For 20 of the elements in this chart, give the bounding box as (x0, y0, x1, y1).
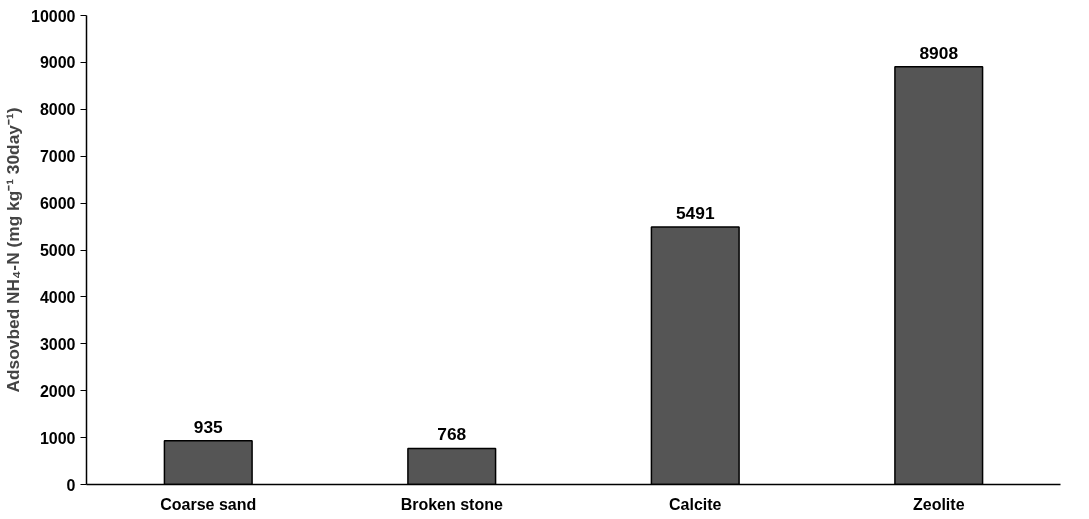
y-tick-label: 10000 (31, 7, 76, 25)
y-tick-label: 5000 (39, 242, 76, 259)
data-label: 768 (437, 424, 467, 445)
x-tick-label: Broken stone (400, 495, 503, 513)
x-tick-label: Calcite (669, 495, 722, 513)
x-tick-label: Coarse sand (160, 495, 257, 513)
y-tick-label: 1000 (39, 429, 76, 447)
y-tick-label: 3000 (39, 335, 76, 353)
y-tick-label: 2000 (39, 382, 76, 400)
y-axis-title: Adsovbed NH₄-N (mg kg⁻¹ 30day⁻¹) (3, 107, 24, 393)
y-tick-label: 4000 (39, 288, 76, 306)
y-tick-label: 6000 (39, 195, 76, 213)
data-label: 5491 (675, 202, 715, 223)
y-tick-label: 0 (66, 476, 76, 494)
y-tick-label: 7000 (39, 148, 76, 166)
y-tick-label: 9000 (39, 54, 76, 72)
data-label: 935 (193, 416, 224, 437)
y-tick-label: 8000 (39, 101, 76, 119)
data-label: 8908 (919, 42, 959, 63)
x-tick-label: Zeolite (912, 495, 965, 513)
